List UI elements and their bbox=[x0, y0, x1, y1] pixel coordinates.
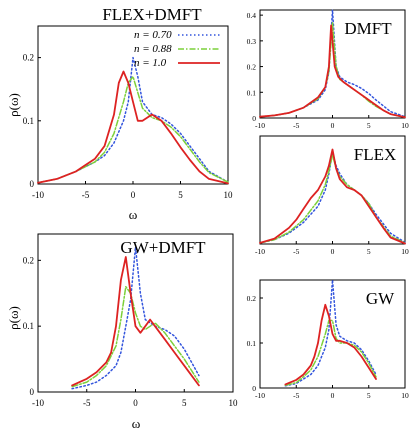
x-axis-label: ω bbox=[132, 416, 141, 431]
panel-title: GW+DMFT bbox=[120, 238, 206, 257]
x-tick-label: -5 bbox=[293, 391, 299, 400]
series-line-0-70 bbox=[259, 151, 406, 244]
x-tick-label: 5 bbox=[367, 121, 371, 130]
panel-gw: -10 -5 0 5 10 0 0.1 0.2 GW bbox=[247, 279, 409, 400]
x-tick-label: 5 bbox=[367, 247, 371, 256]
panel-title: FLEX bbox=[354, 145, 397, 164]
x-tick-label: -10 bbox=[255, 247, 265, 256]
panel-gw-dmft: -10 -5 0 5 10 0 0.1 0.2 GW+DMFT ρ(ω) ω bbox=[6, 233, 239, 431]
panel-title: FLEX+DMFT bbox=[102, 5, 202, 24]
y-tick-label: 0 bbox=[30, 387, 35, 397]
panel-title: GW bbox=[366, 289, 395, 308]
x-tick-label: -10 bbox=[255, 121, 265, 130]
x-tick-label: 5 bbox=[367, 391, 371, 400]
y-tick-label: 0.4 bbox=[247, 11, 257, 20]
x-tick-label: 0 bbox=[133, 398, 138, 408]
series-line-1-0 bbox=[284, 303, 377, 386]
y-tick-label: 0 bbox=[252, 384, 256, 393]
y-tick-label: 0.1 bbox=[247, 339, 257, 348]
series-line-0-88 bbox=[284, 319, 377, 387]
series-line-1-0 bbox=[259, 148, 406, 245]
y-tick-label: 0 bbox=[30, 179, 35, 189]
y-axis-label: ρ(ω) bbox=[6, 306, 21, 330]
series-line-0-70 bbox=[284, 279, 377, 387]
legend-label-088: n = 0.88 bbox=[134, 43, 172, 55]
series-line-0-88 bbox=[71, 285, 200, 388]
x-tick-label: -5 bbox=[82, 190, 90, 200]
series-line-1-0 bbox=[259, 24, 406, 119]
series-line-0-70 bbox=[37, 56, 229, 184]
x-tick-label: -10 bbox=[32, 190, 44, 200]
y-tick-label: 0.3 bbox=[247, 37, 257, 46]
x-tick-label: 10 bbox=[401, 391, 409, 400]
legend-label-070: n = 0.70 bbox=[134, 29, 172, 41]
x-tick-label: -10 bbox=[32, 398, 44, 408]
y-tick-label: 0.2 bbox=[247, 294, 257, 303]
x-tick-label: 5 bbox=[178, 190, 183, 200]
x-tick-label: -5 bbox=[293, 247, 299, 256]
x-tick-label: 0 bbox=[331, 391, 335, 400]
x-tick-label: 0 bbox=[331, 247, 335, 256]
y-tick-label: 0.1 bbox=[247, 88, 257, 97]
series-line-0-70 bbox=[71, 246, 200, 390]
y-axis-label: ρ(ω) bbox=[6, 93, 21, 117]
x-tick-label: 0 bbox=[131, 190, 136, 200]
legend-label-10: n = 1.0 bbox=[134, 57, 167, 69]
x-tick-label: 10 bbox=[401, 247, 409, 256]
series-line-0-88 bbox=[259, 154, 406, 244]
y-tick-label: 0.1 bbox=[23, 116, 34, 126]
series-line-1-0 bbox=[71, 256, 200, 387]
panel-flex: -10 -5 0 5 10 FLEX bbox=[255, 135, 409, 256]
legend: n = 0.70 n = 0.88 n = 1.0 bbox=[134, 29, 220, 69]
y-tick-label: 0 bbox=[252, 114, 256, 123]
x-axis-label: ω bbox=[129, 207, 138, 222]
x-tick-label: -5 bbox=[83, 398, 91, 408]
x-tick-label: -10 bbox=[255, 391, 265, 400]
panel-title: DMFT bbox=[344, 19, 392, 38]
x-tick-label: -5 bbox=[293, 121, 299, 130]
panel-dmft: -10 -5 0 5 10 0 0.1 0.2 0.3 0.4 DMFT bbox=[247, 9, 409, 130]
y-tick-label: 0.2 bbox=[23, 53, 34, 63]
x-tick-label: 10 bbox=[229, 398, 239, 408]
series-line-0-88 bbox=[37, 75, 229, 184]
series-line-1-0 bbox=[37, 70, 229, 185]
x-tick-label: 0 bbox=[331, 121, 335, 130]
x-tick-label: 5 bbox=[182, 398, 187, 408]
y-tick-label: 0.2 bbox=[23, 255, 34, 265]
y-tick-label: 0.2 bbox=[247, 63, 257, 72]
panel-flex-dmft: FLEX+DMFT -10 -5 0 5 10 0 0.1 0.2 ρ(ω) ω n = 0.… bbox=[6, 5, 233, 222]
x-tick-label: 10 bbox=[401, 121, 409, 130]
y-tick-label: 0.1 bbox=[23, 321, 34, 331]
x-tick-label: 10 bbox=[224, 190, 234, 200]
